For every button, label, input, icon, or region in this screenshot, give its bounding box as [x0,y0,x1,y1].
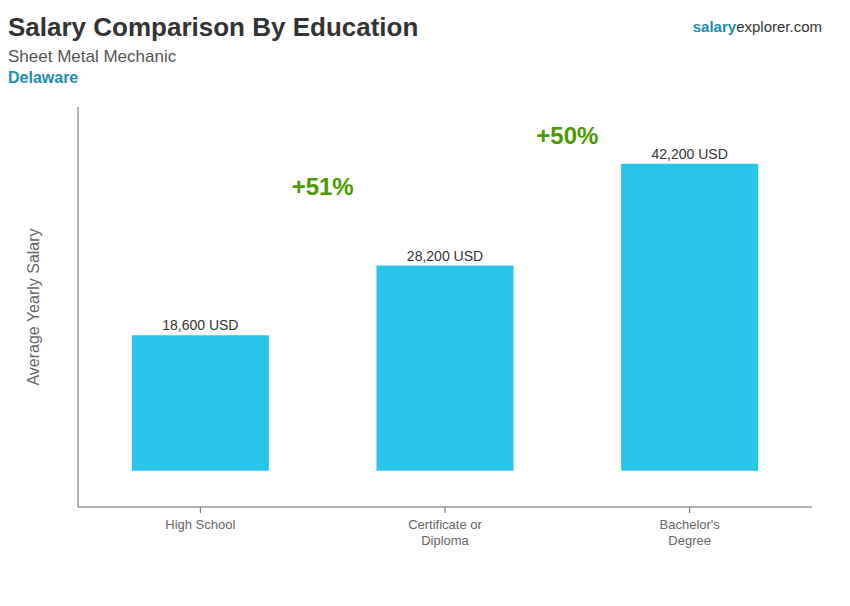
svg-text:28,200 USD: 28,200 USD [407,248,483,264]
svg-text:+51%: +51% [292,173,354,200]
html-text:Delaware: Delaware [8,69,79,86]
svg-text:High School: High School [165,517,235,532]
svg-text:+50%: +50% [536,122,598,149]
svg-text:Certificate orDiploma: Certificate orDiploma [408,517,482,548]
svg-text:Bachelor'sDegree: Bachelor'sDegree [660,517,721,548]
svg-text:Average Yearly Salary: Average Yearly Salary [25,228,42,385]
html-text:Salary Comparison By Education: Salary Comparison By Education [8,12,419,42]
svg-text:42,200 USD: 42,200 USD [652,146,728,162]
html-text:Sheet Metal Mechanic: Sheet Metal Mechanic [8,47,177,66]
svg-text:18,600 USD: 18,600 USD [162,317,238,333]
html-text:salary explorer.com: salary explorer.com [692,18,822,35]
